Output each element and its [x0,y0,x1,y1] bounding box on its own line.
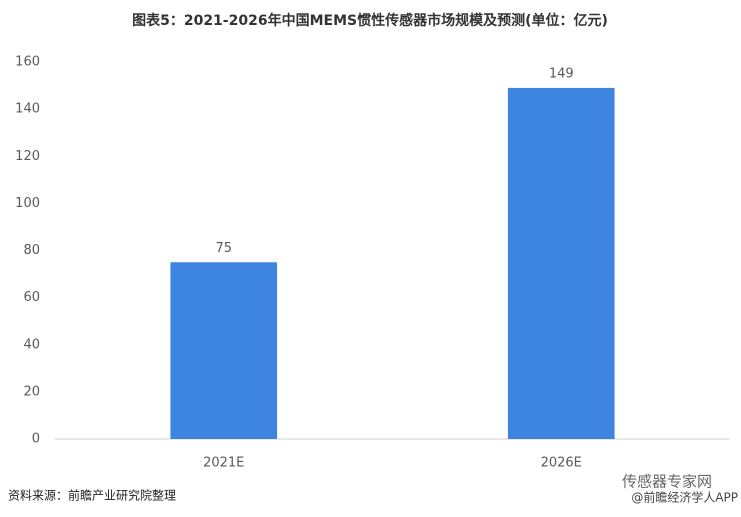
y-tick-label: 40 [23,337,40,352]
data-label: 75 [215,241,232,256]
chart-title: 图表5：2021-2026年中国MEMS惯性传感器市场规模及预测(单位：亿元) [132,12,608,29]
bar [170,262,278,439]
x-tick-label: 2021E [203,456,244,471]
source-note: 资料来源：前瞻产业研究院整理 [8,488,176,503]
y-tick-label: 160 [15,55,40,70]
watermark: @前瞻经济学人APP [631,490,738,505]
bar [507,87,615,439]
y-tick-label: 20 [23,384,40,399]
x-tick-label: 2026E [541,456,582,471]
y-tick-label: 140 [15,102,40,117]
y-tick-label: 60 [23,290,40,305]
y-tick-label: 120 [15,149,40,164]
y-tick-label: 0 [32,432,40,447]
y-tick-label: 80 [23,243,40,258]
data-label: 149 [549,66,574,81]
y-tick-label: 100 [15,196,40,211]
watermark: 传感器专家网 [622,473,712,491]
